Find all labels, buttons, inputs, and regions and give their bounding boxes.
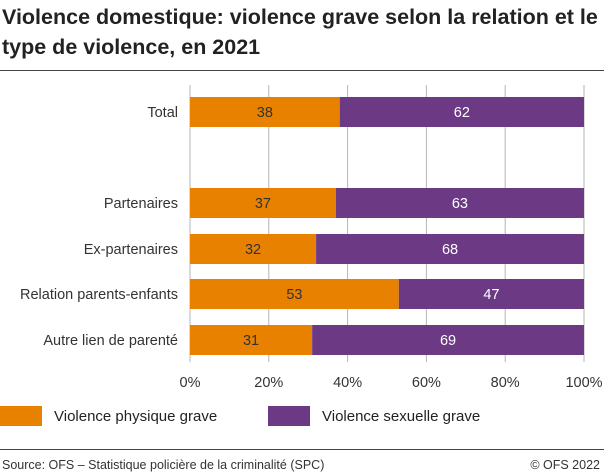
data-label: 32 bbox=[245, 242, 261, 258]
data-label: 31 bbox=[243, 333, 259, 349]
bar-segment bbox=[190, 97, 340, 127]
data-label: 68 bbox=[442, 242, 458, 258]
data-label: 53 bbox=[286, 287, 302, 303]
bar-segment bbox=[190, 188, 336, 218]
bar-segment bbox=[312, 325, 584, 355]
bar-segment bbox=[190, 279, 399, 309]
data-label: 38 bbox=[257, 105, 273, 121]
data-label: 62 bbox=[454, 105, 470, 121]
category-label: Relation parents-enfants bbox=[20, 287, 178, 303]
data-label: 37 bbox=[255, 196, 271, 212]
bar-segment bbox=[316, 234, 584, 264]
footer-divider bbox=[0, 449, 604, 450]
legend-label: Violence physique grave bbox=[54, 407, 218, 425]
legend-item-physique: Violence physique grave bbox=[0, 406, 217, 426]
x-tick-label: 20% bbox=[254, 375, 283, 391]
bar-segment bbox=[190, 234, 317, 264]
legend-swatch bbox=[268, 406, 310, 426]
title-divider bbox=[0, 70, 604, 71]
bar-segment bbox=[335, 188, 584, 218]
bar-segment bbox=[339, 97, 584, 127]
category-label: Total bbox=[147, 105, 178, 121]
bar-segment bbox=[398, 279, 584, 309]
x-tick-label: 80% bbox=[491, 375, 520, 391]
category-label: Ex-partenaires bbox=[84, 242, 178, 258]
bar-segment bbox=[190, 325, 313, 355]
legend-label: Violence sexuelle grave bbox=[322, 407, 481, 425]
source-note: Source: OFS – Statistique policière de l… bbox=[2, 458, 325, 472]
chart-title: Violence domestique: violence grave selo… bbox=[2, 5, 598, 59]
category-label: Partenaires bbox=[104, 196, 178, 212]
x-tick-label: 0% bbox=[180, 375, 201, 391]
x-tick-label: 60% bbox=[412, 375, 441, 391]
data-label: 63 bbox=[452, 196, 468, 212]
x-tick-label: 40% bbox=[333, 375, 362, 391]
legend-swatch bbox=[0, 406, 42, 426]
data-label: 69 bbox=[440, 333, 456, 349]
data-label: 47 bbox=[483, 287, 499, 303]
bar-chart: 0% 20% 40% 60% 80% 100% Total 38 62 Partenaires 37… bbox=[20, 85, 603, 391]
copyright: © OFS 2022 bbox=[530, 458, 600, 472]
category-label: Autre lien de parenté bbox=[43, 333, 178, 349]
legend-item-sexuelle: Violence sexuelle grave bbox=[268, 406, 480, 426]
x-tick-label: 100% bbox=[565, 375, 602, 391]
